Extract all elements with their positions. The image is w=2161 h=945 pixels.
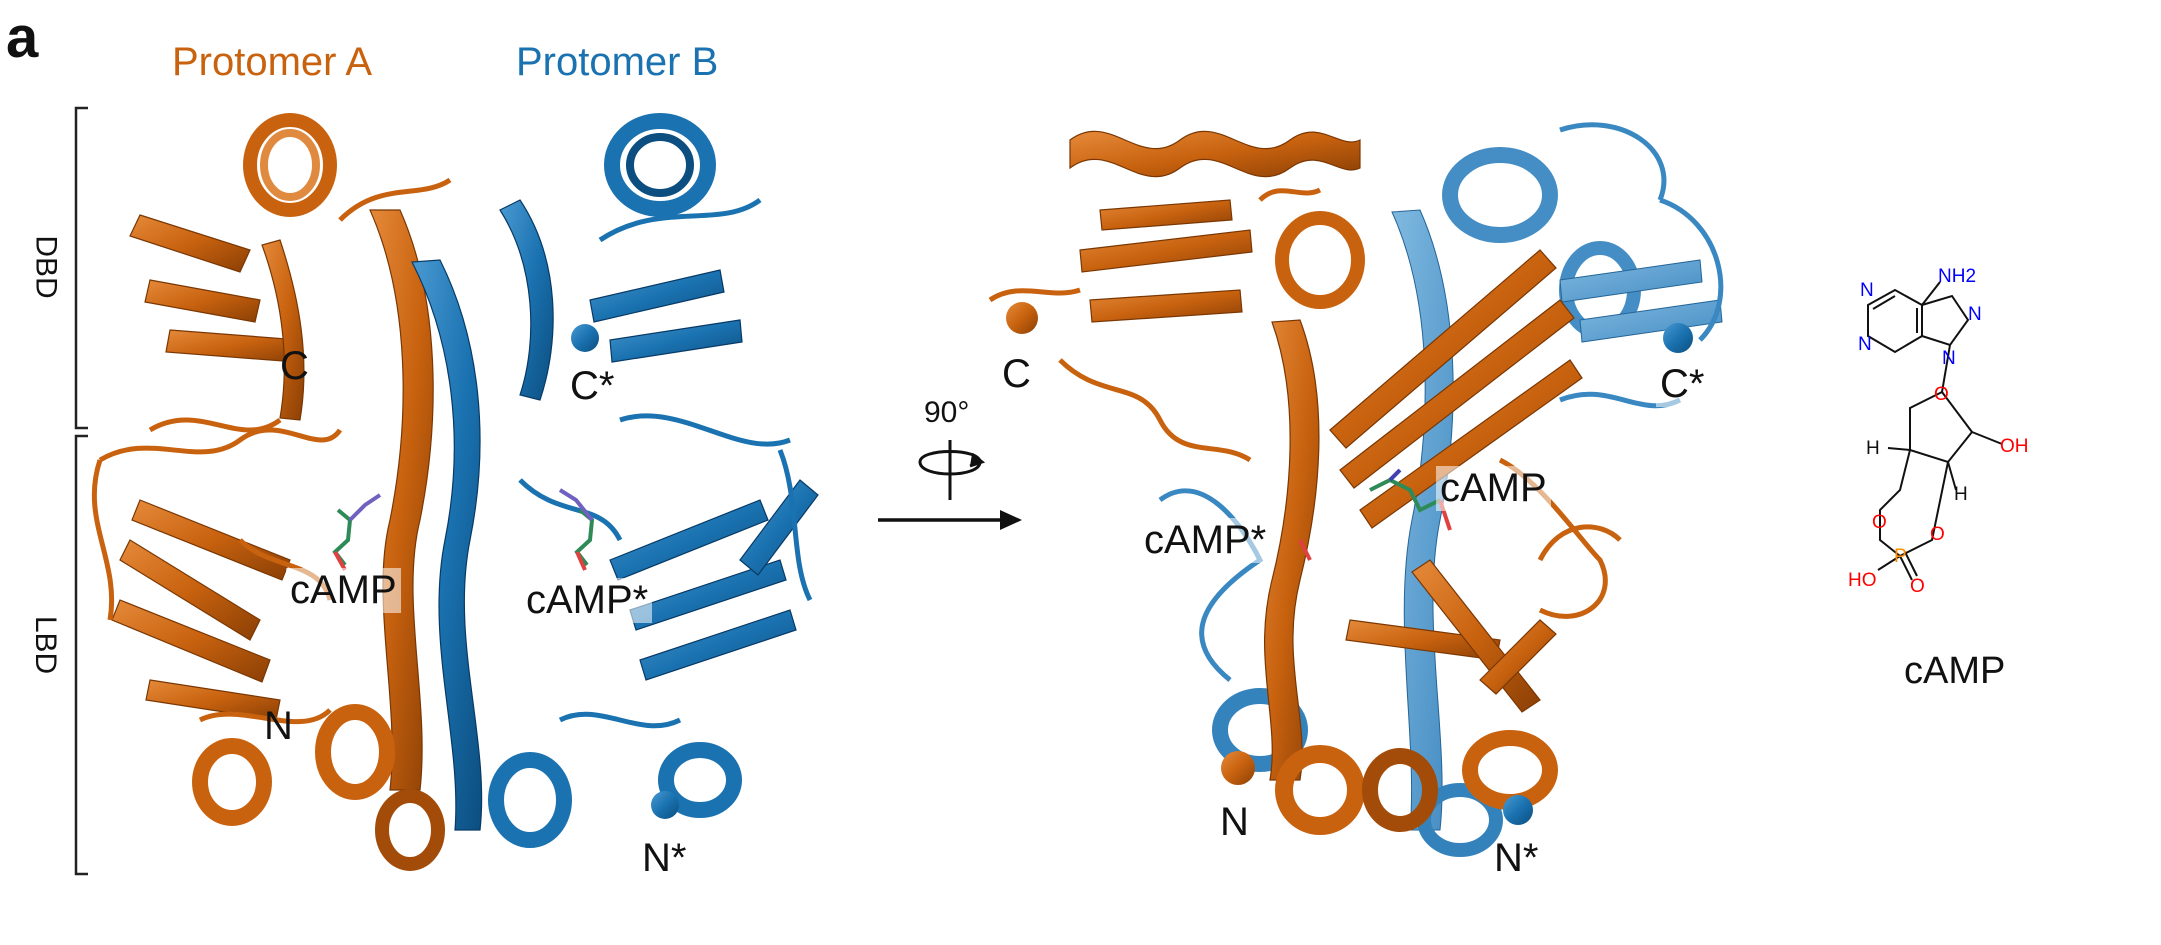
protomer-b-title: Protomer B bbox=[516, 40, 719, 84]
right-label-c-star: C* bbox=[1656, 362, 1709, 407]
right-label-n: N bbox=[1220, 800, 1249, 844]
atom-o-ring: O bbox=[1934, 384, 1949, 405]
atom-h1: H bbox=[1866, 438, 1880, 459]
atom-nh2: NH2 bbox=[1938, 266, 1976, 287]
atom-oh: OH bbox=[2000, 436, 2029, 457]
right-label-n-star: N* bbox=[1494, 836, 1539, 880]
atom-n9: N bbox=[1942, 348, 1956, 369]
left-label-n: N bbox=[264, 704, 293, 748]
atom-h2: H bbox=[1954, 484, 1968, 505]
right-label-c: C bbox=[1002, 352, 1031, 396]
atom-n7: N bbox=[1968, 304, 1982, 325]
panel-label: a bbox=[6, 5, 39, 70]
atom-p: P bbox=[1894, 546, 1907, 567]
rotation-label: 90° bbox=[924, 396, 970, 429]
atom-n3: N bbox=[1858, 334, 1872, 355]
left-protomer-a-ribbon bbox=[111, 113, 445, 871]
left-label-camp: cAMP bbox=[286, 568, 401, 613]
atom-o-double: O bbox=[1910, 576, 1925, 597]
right-protomer-a-ribbon bbox=[1069, 130, 1583, 835]
right-label-camp-star: cAMP* bbox=[1140, 518, 1271, 563]
left-n-star-sphere bbox=[651, 791, 679, 819]
left-protomer-b-ribbon bbox=[411, 113, 819, 848]
right-n-sphere bbox=[1221, 751, 1255, 785]
right-c-sphere bbox=[1006, 302, 1038, 334]
left-protomer-b-loops bbox=[518, 197, 813, 729]
left-label-c-star: C* bbox=[566, 364, 619, 409]
atom-o-ester2: O bbox=[1930, 524, 1945, 545]
atom-n1: N bbox=[1860, 280, 1874, 301]
camp-atoms: N N N N NH2 O OH H H O O P O HO bbox=[1848, 266, 2029, 597]
protomer-a-title: Protomer A bbox=[172, 40, 373, 84]
atom-ho: HO bbox=[1848, 570, 1877, 591]
left-c-star-sphere bbox=[571, 324, 599, 352]
left-label-camp-star: cAMP* bbox=[522, 578, 653, 623]
right-c-star-sphere bbox=[1663, 323, 1693, 353]
right-label-camp: cAMP bbox=[1436, 466, 1551, 511]
right-n-star-sphere bbox=[1503, 795, 1533, 825]
atom-o-ester1: O bbox=[1872, 512, 1887, 533]
camp-structure-name: cAMP bbox=[1904, 650, 2006, 692]
left-label-c: C bbox=[280, 344, 309, 388]
domain-brackets bbox=[74, 106, 88, 876]
camp-structure bbox=[1867, 281, 2003, 581]
left-camp-sticks bbox=[332, 488, 595, 571]
rotation-indicator bbox=[878, 440, 1022, 530]
left-label-n-star: N* bbox=[642, 836, 687, 880]
